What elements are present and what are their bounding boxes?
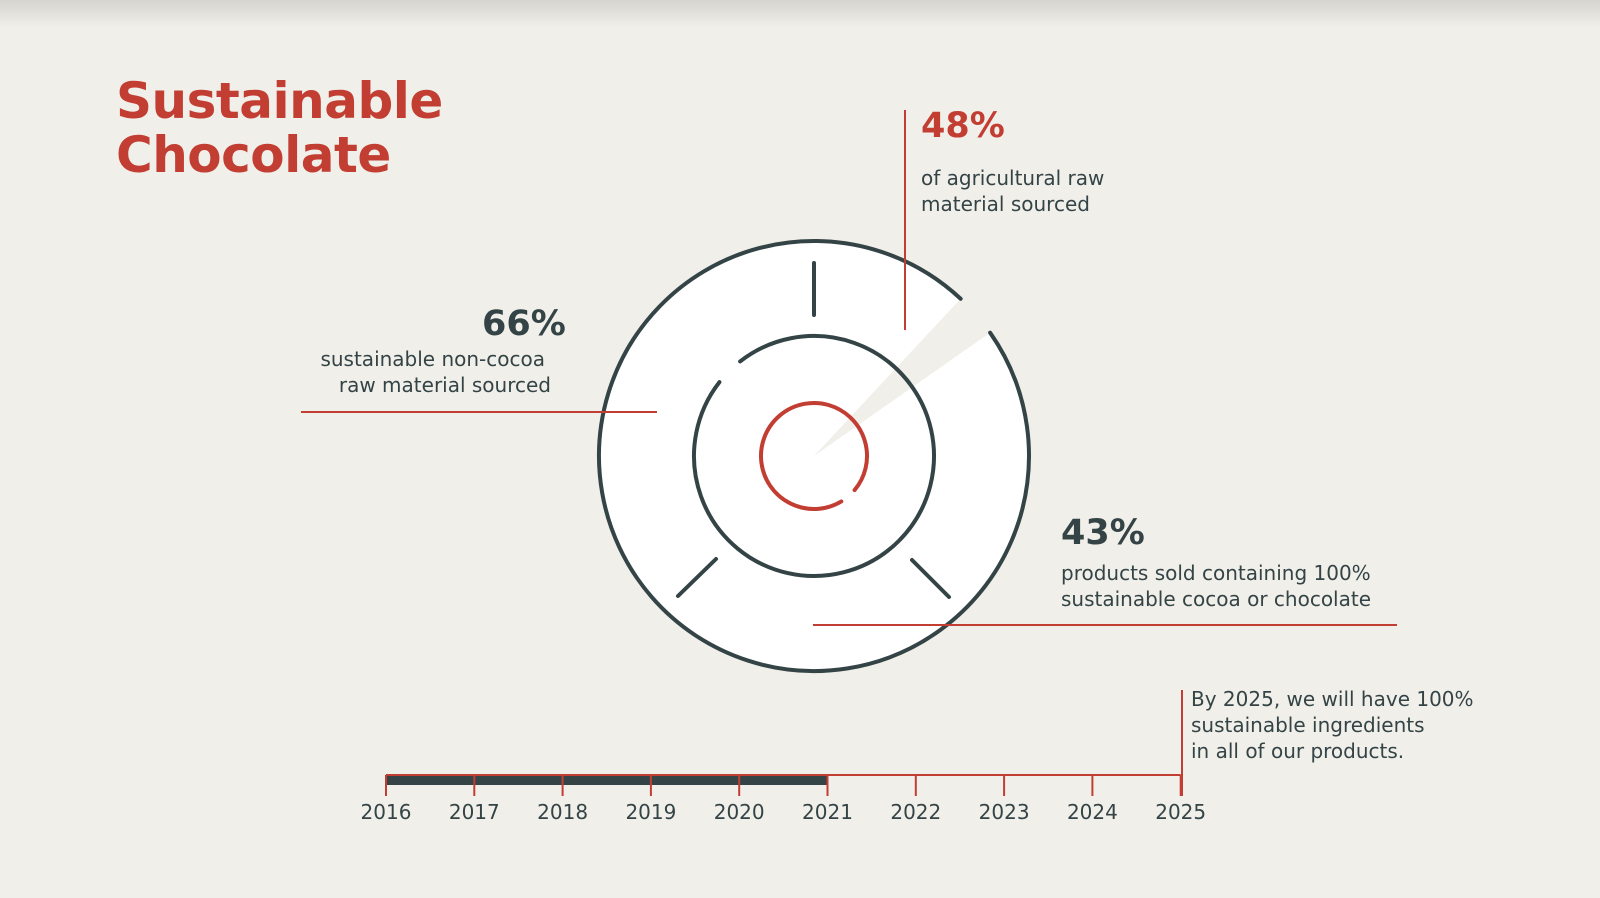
- year-label-2022: 2022: [890, 800, 942, 824]
- stat-48-desc-line1: of agricultural raw: [921, 166, 1105, 190]
- year-label-2018: 2018: [537, 800, 589, 824]
- goal-text: By 2025, we will have 100% sustainable i…: [1191, 686, 1474, 764]
- top-shadow: [0, 0, 1600, 28]
- year-label-2023: 2023: [978, 800, 1030, 824]
- tick-lower-left: [676, 557, 718, 598]
- year-label-2025: 2025: [1155, 800, 1207, 824]
- ring-fill: [598, 240, 1029, 671]
- stat-66-desc: sustainable non-cocoa raw material sourc…: [320, 346, 551, 398]
- title-line-2: Chocolate: [116, 126, 391, 184]
- stat-66-desc-line2: raw material sourced: [338, 373, 551, 397]
- stat-48-desc-line2: material sourced: [921, 192, 1090, 216]
- goal-line1: By 2025, we will have 100%: [1191, 687, 1474, 711]
- middle-ring-arc: [692, 334, 936, 578]
- stat-66-value: 66%: [482, 304, 566, 344]
- title-line-1: Sustainable: [116, 72, 443, 130]
- year-label-2019: 2019: [625, 800, 677, 824]
- stat-66-desc-line1: sustainable non-cocoa: [320, 347, 545, 371]
- inner-ring-arc: [759, 401, 869, 511]
- stat-43-desc-line1: products sold containing 100%: [1061, 561, 1371, 585]
- outer-ring-arc: [597, 239, 1031, 673]
- goal-line2: sustainable ingredients: [1191, 713, 1425, 737]
- stat-43-desc-line2: sustainable cocoa or chocolate: [1061, 587, 1372, 611]
- tick-lower-right: [910, 558, 951, 599]
- page-title: Sustainable Chocolate: [116, 74, 443, 182]
- year-label-2024: 2024: [1066, 800, 1118, 824]
- timeline-progress-bar: [386, 775, 828, 785]
- year-label-2020: 2020: [713, 800, 765, 824]
- stat-48-value: 48%: [921, 106, 1005, 146]
- goal-line3: in all of our products.: [1191, 739, 1405, 763]
- stat-43-value: 43%: [1061, 513, 1145, 553]
- stat-48-desc: of agricultural raw material sourced: [921, 165, 1104, 217]
- year-label-2016: 2016: [360, 800, 412, 824]
- year-label-2017: 2017: [448, 800, 500, 824]
- year-label-2021: 2021: [802, 800, 853, 824]
- stat-43-desc: products sold containing 100% sustainabl…: [1061, 560, 1371, 612]
